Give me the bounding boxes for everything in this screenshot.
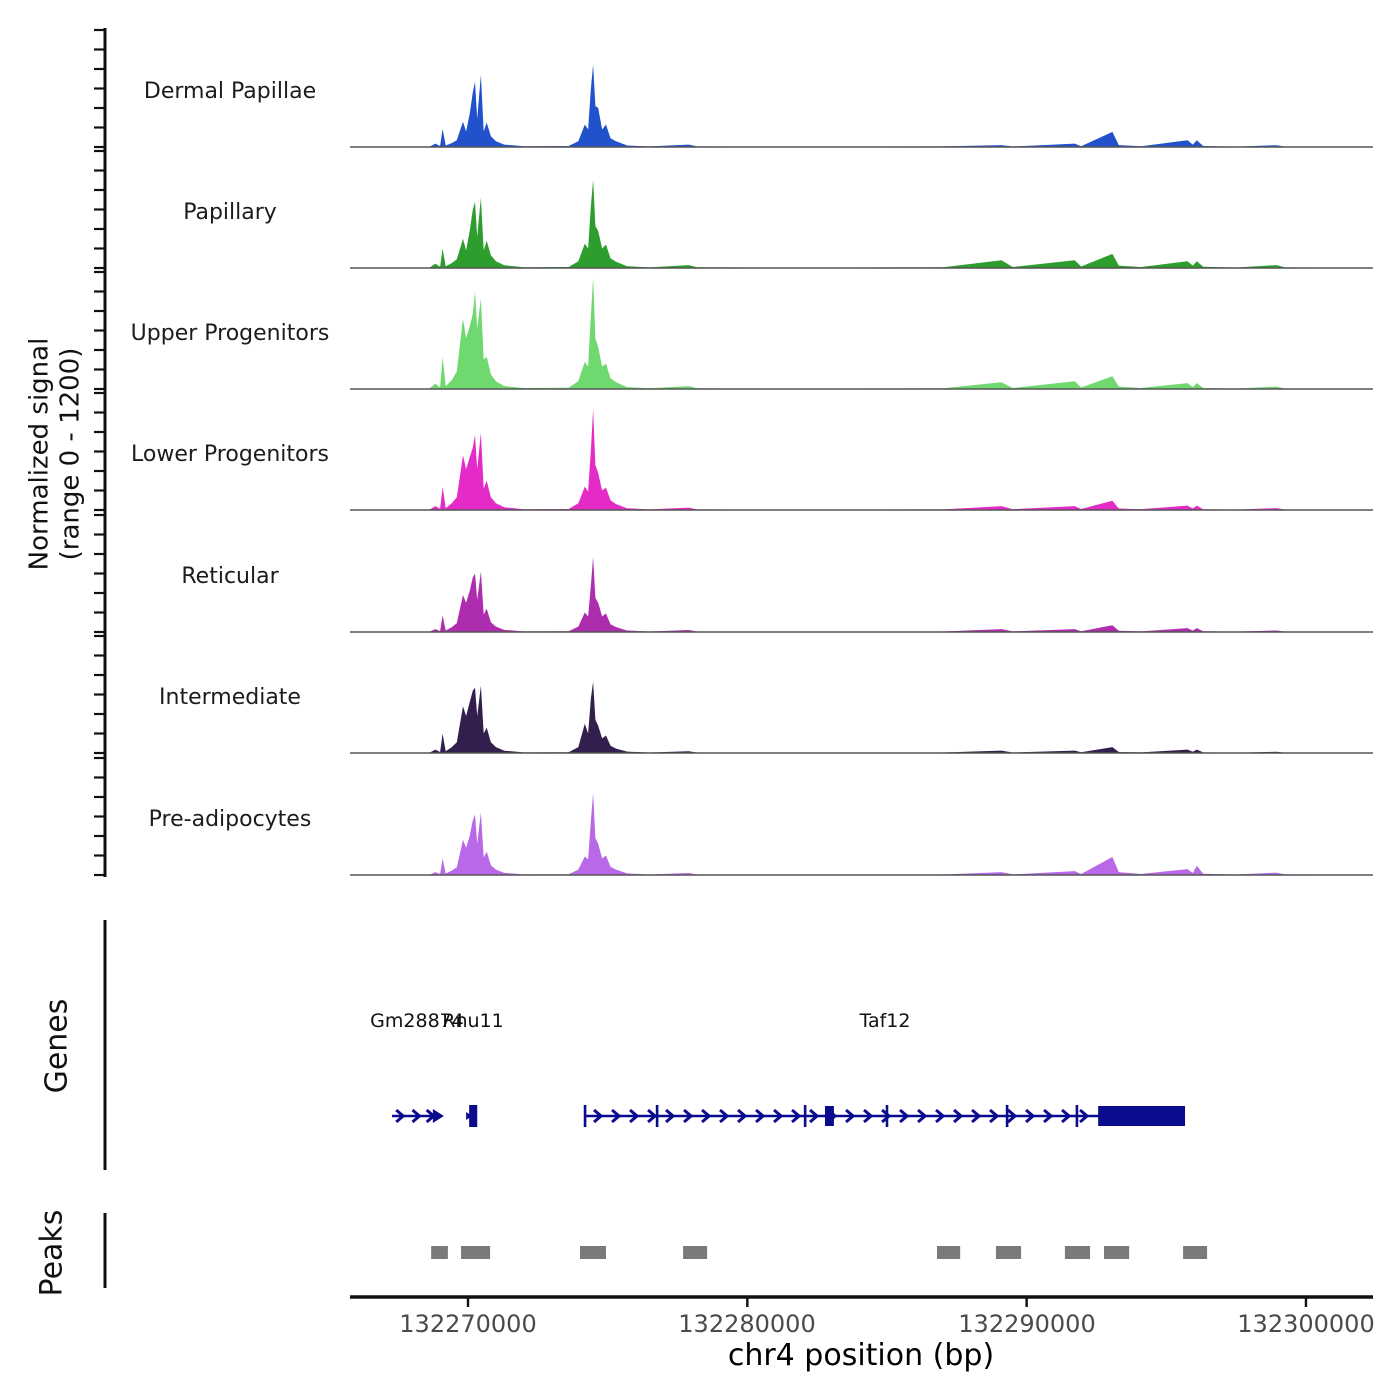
gene-label-taf12: Taf12 xyxy=(859,1010,911,1032)
signal-y-axis-ticks xyxy=(94,28,105,877)
strand-arrow-icon xyxy=(665,1108,676,1124)
strand-arrow-icon xyxy=(466,1112,473,1120)
signal-area xyxy=(350,409,1373,510)
signal-area xyxy=(350,179,1373,268)
strand-arrow-icon xyxy=(593,1108,604,1124)
strand-arrow-icon xyxy=(1007,1108,1018,1124)
peak-box xyxy=(1183,1246,1208,1259)
gene-model-taf12 xyxy=(583,1105,1186,1127)
peak-box xyxy=(1064,1246,1091,1259)
peak-box xyxy=(1104,1246,1130,1259)
track-label-intermediate: Intermediate xyxy=(159,685,301,710)
gene-end-arrow-icon xyxy=(432,1109,444,1123)
gene-model-rnu11 xyxy=(466,1105,478,1127)
peaks-section-label: Peaks xyxy=(34,1209,70,1297)
strand-arrow-icon xyxy=(917,1108,928,1124)
x-tick-label-132290000: 132290000 xyxy=(958,1310,1096,1338)
strand-arrow-icon xyxy=(953,1108,964,1124)
strand-arrow-icon xyxy=(989,1108,1000,1124)
strand-arrow-icon xyxy=(863,1108,874,1124)
x-axis-label: chr4 position (bp) xyxy=(727,1338,995,1373)
signal-track-papillary xyxy=(350,179,1373,269)
strand-arrow-icon xyxy=(809,1108,820,1124)
gene-label-rnu11: Rnu11 xyxy=(442,1010,504,1032)
track-label-upper-progenitors: Upper Progenitors xyxy=(130,321,330,346)
strand-arrow-icon xyxy=(755,1108,766,1124)
signal-area xyxy=(350,681,1373,753)
strand-arrow-icon xyxy=(1079,1108,1090,1124)
strand-arrow-icon xyxy=(395,1108,406,1124)
signal-area xyxy=(350,64,1373,147)
gene-label-gm28874: Gm28874 xyxy=(370,1010,464,1032)
strand-arrow-icon xyxy=(971,1108,982,1124)
signal-track-intermediate xyxy=(350,681,1373,754)
strand-arrow-icon xyxy=(1061,1108,1072,1124)
peak-box xyxy=(580,1246,606,1259)
strand-arrow-icon xyxy=(935,1108,946,1124)
peak-box xyxy=(936,1246,961,1259)
strand-arrow-icon xyxy=(647,1108,658,1124)
strand-arrow-icon xyxy=(899,1108,910,1124)
strand-arrow-icon xyxy=(411,1108,422,1124)
gene-exon-box xyxy=(469,1105,478,1127)
y-axis-label: Normalized signal (range 0 - 1200) xyxy=(24,337,85,571)
strand-arrow-icon xyxy=(881,1108,892,1124)
strand-arrow-icon xyxy=(719,1108,730,1124)
signal-track-upper-progenitors xyxy=(350,277,1373,390)
x-tick-label-132270000: 132270000 xyxy=(399,1310,537,1338)
strand-arrow-icon xyxy=(629,1108,640,1124)
genes-section-label: Genes xyxy=(39,998,75,1094)
gene-exon-box xyxy=(824,1106,834,1126)
strand-arrow-icon xyxy=(1025,1108,1036,1124)
strand-arrow-icon xyxy=(845,1108,856,1124)
track-label-lower-progenitors: Lower Progenitors xyxy=(131,442,329,467)
strand-arrow-icon xyxy=(611,1108,622,1124)
strand-arrow-icon xyxy=(1043,1108,1054,1124)
gene-models xyxy=(392,1105,1186,1127)
signal-track-pre-adipocytes xyxy=(350,793,1373,876)
x-axis-ticks xyxy=(466,1297,1308,1307)
peak-box xyxy=(431,1246,448,1259)
signal-area xyxy=(350,793,1373,875)
track-label-papillary: Papillary xyxy=(183,200,277,225)
track-label-dermal-papillae: Dermal Papillae xyxy=(143,79,317,104)
track-label-reticular: Reticular xyxy=(181,564,279,589)
signal-tracks xyxy=(350,64,1373,876)
gene-utr-box xyxy=(1098,1106,1186,1126)
peak-box xyxy=(683,1246,708,1259)
signal-track-dermal-papillae xyxy=(350,64,1373,148)
peaks-track xyxy=(431,1246,1208,1259)
x-tick-label-132280000: 132280000 xyxy=(678,1310,816,1338)
x-tick-label-132300000: 132300000 xyxy=(1237,1310,1375,1338)
track-label-pre-adipocytes: Pre-adipocytes xyxy=(148,807,312,832)
strand-arrow-icon xyxy=(737,1108,748,1124)
signal-track-reticular xyxy=(350,556,1373,633)
peak-box xyxy=(995,1246,1022,1259)
strand-arrow-icon xyxy=(701,1108,712,1124)
signal-area xyxy=(350,556,1373,632)
signal-area xyxy=(350,277,1373,389)
signal-track-lower-progenitors xyxy=(350,409,1373,511)
peak-box xyxy=(461,1246,491,1259)
strand-arrow-icon xyxy=(683,1108,694,1124)
strand-arrow-icon xyxy=(773,1108,784,1124)
strand-arrow-icon xyxy=(791,1108,802,1124)
gene-model-gm28874 xyxy=(392,1108,444,1124)
